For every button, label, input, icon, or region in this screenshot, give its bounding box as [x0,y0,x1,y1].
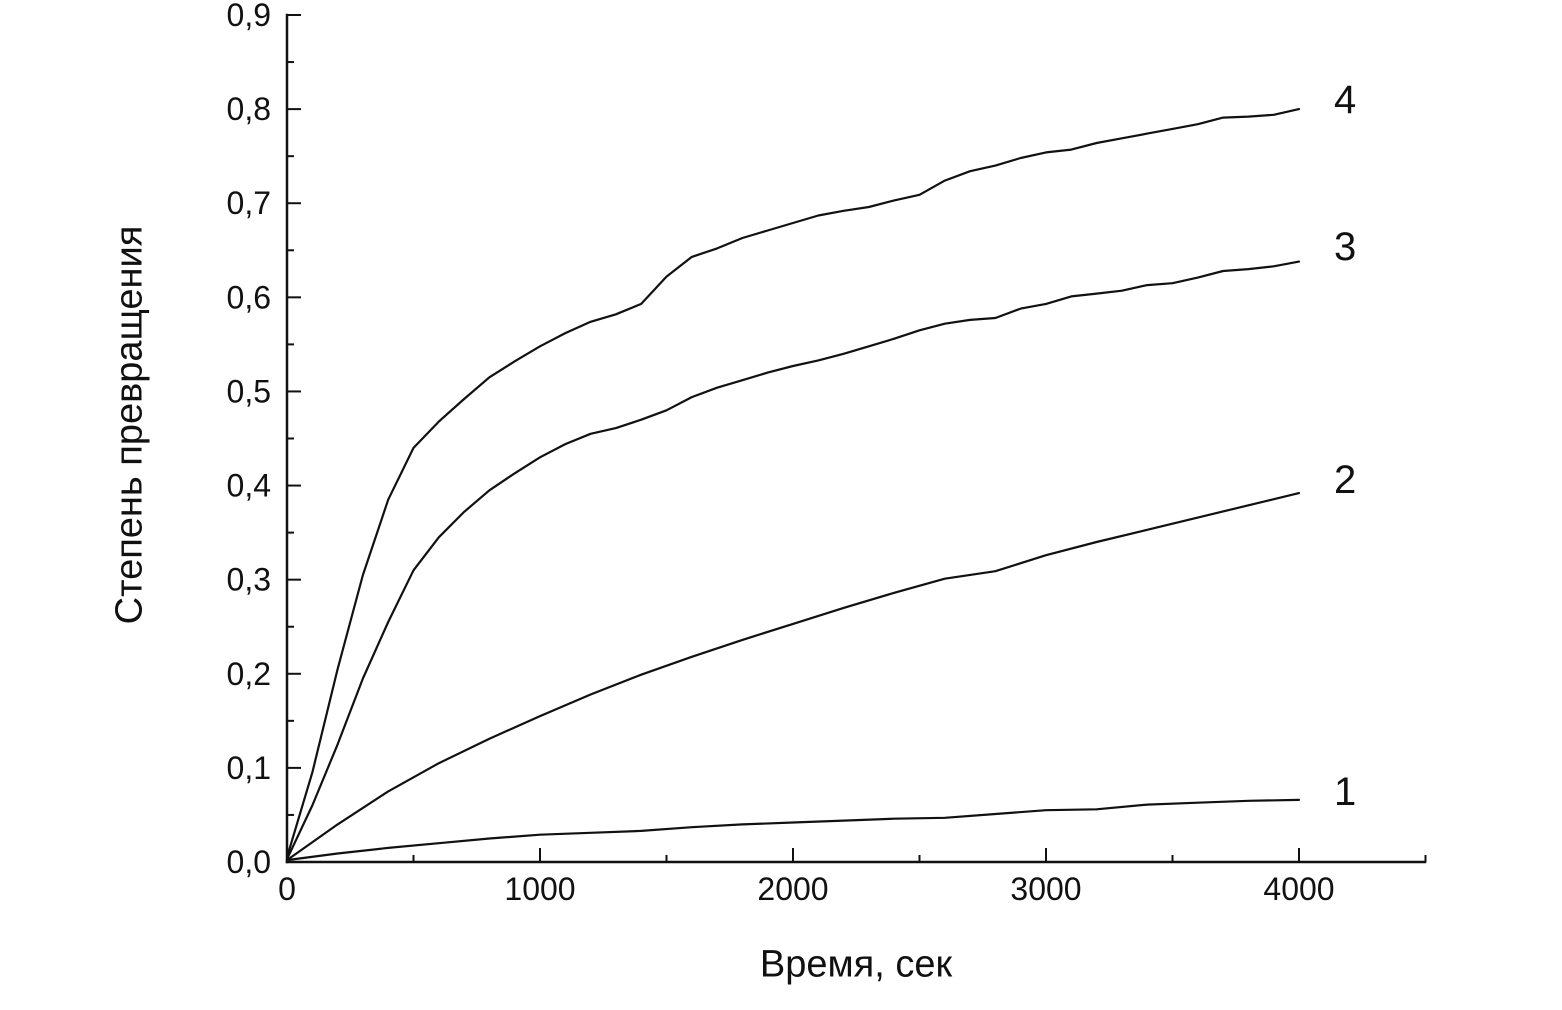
series-line-1 [285,798,1301,862]
curve-label-1: 1 [1334,770,1357,814]
y-tick-label: 0,3 [227,562,271,598]
series-line-4 [285,107,1301,859]
y-axis-title: Степень превращения [108,225,151,625]
series-line-2 [285,492,1301,862]
y-tick-label: 0,7 [227,185,271,221]
y-tick-label: 0,2 [227,656,271,692]
y-tick-label: 0,4 [227,468,271,504]
x-tick-label: 3000 [1010,871,1081,907]
x-tick-label: 4000 [1263,871,1334,907]
y-tick-label: 0,9 [227,0,271,33]
series-line-3 [285,260,1301,861]
y-tick-label: 0,5 [227,373,271,409]
y-tick-label: 0,1 [227,750,271,786]
y-tick-label: 0,8 [227,91,271,127]
x-tick-label: 1000 [504,871,575,907]
x-axis-title: Время, сек [759,943,953,986]
curve-label-4: 4 [1334,78,1357,122]
curve-label-2: 2 [1334,458,1357,502]
x-tick-label: 0 [278,871,296,907]
y-tick-label: 0,0 [227,844,271,880]
curve-label-3: 3 [1334,225,1357,269]
y-tick-label: 0,6 [227,279,271,315]
x-tick-label: 2000 [757,871,828,907]
